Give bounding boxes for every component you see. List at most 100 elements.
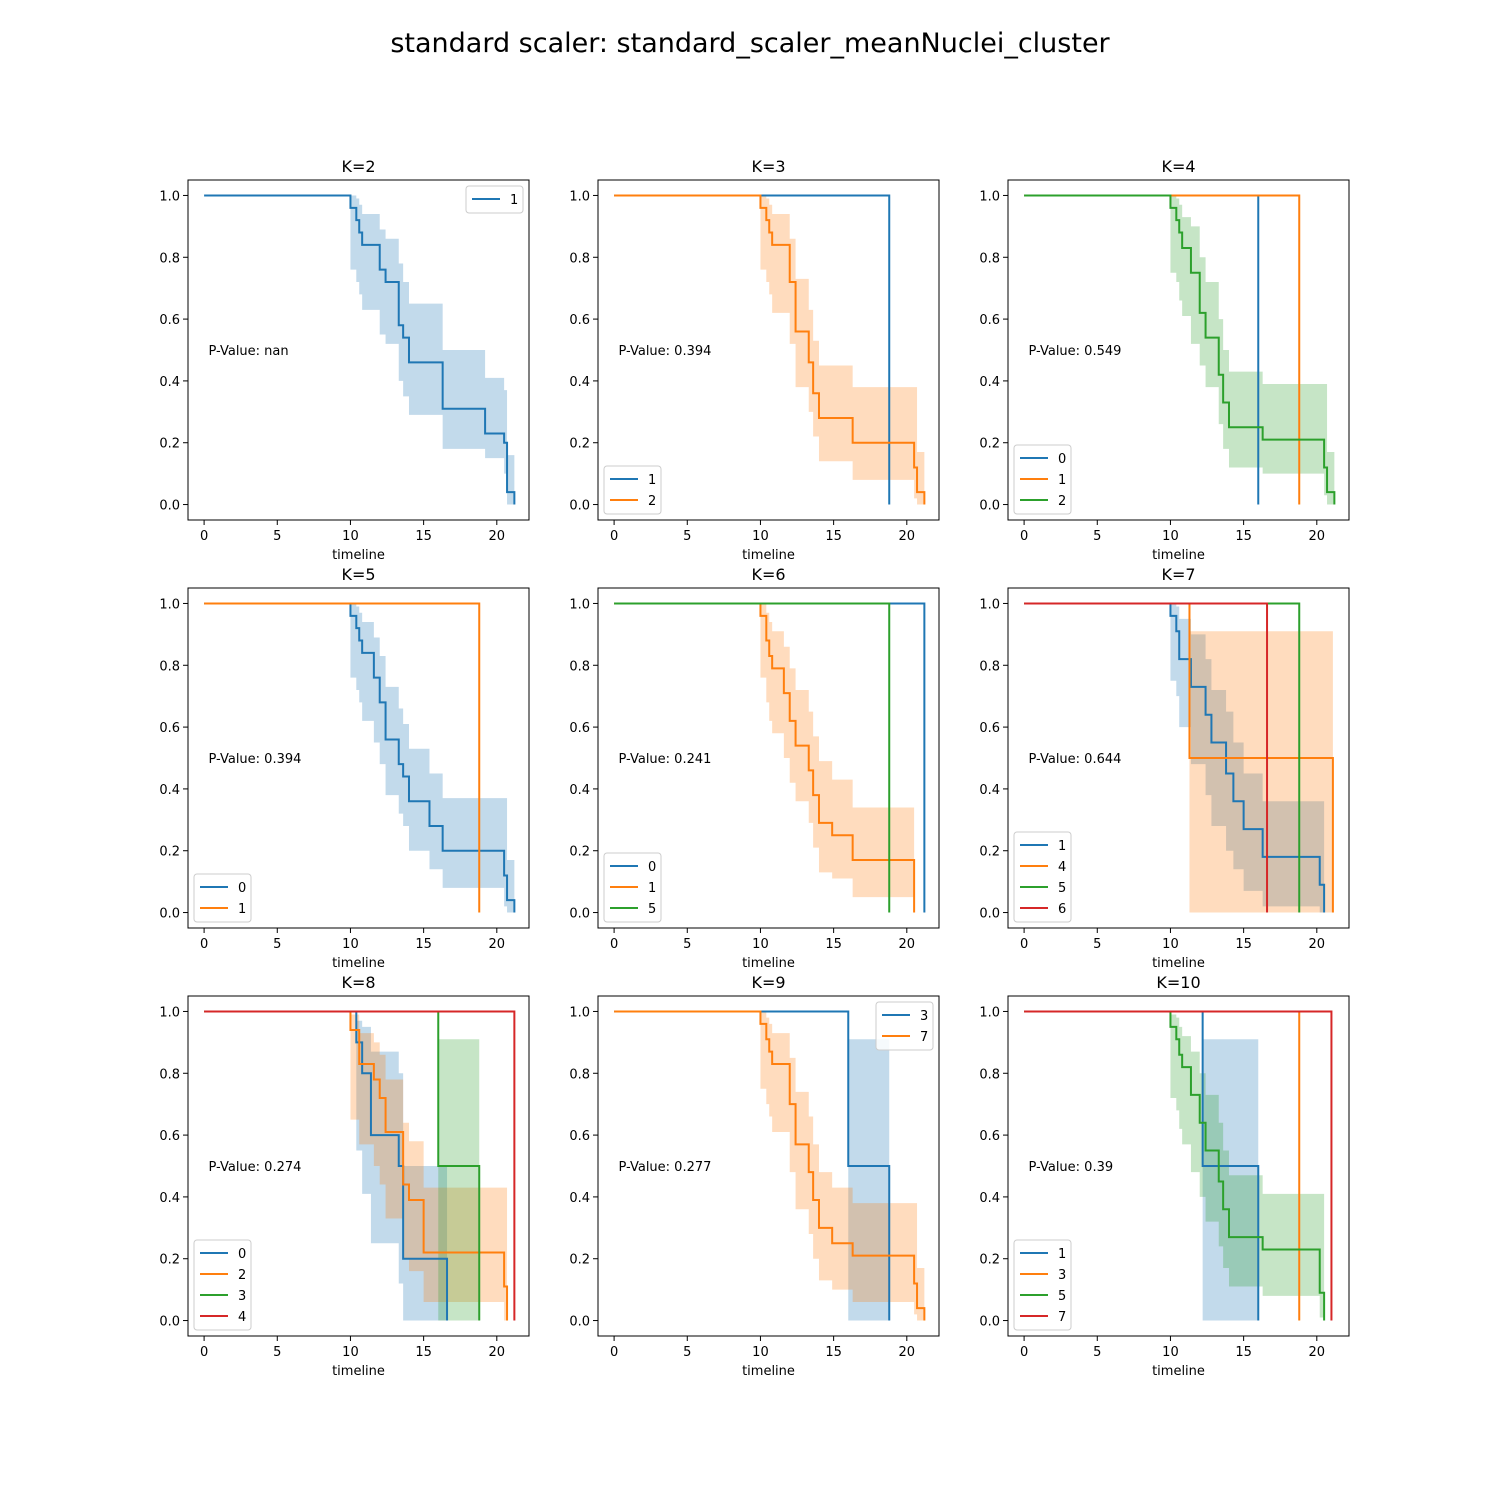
y-tick-label: 0.8 bbox=[159, 659, 180, 674]
survival-line-2 bbox=[204, 1010, 509, 1321]
x-tick-label: 0 bbox=[610, 1345, 618, 1360]
p-value-annotation: P-Value: 0.644 bbox=[1028, 752, 1121, 767]
ci-band-0 bbox=[204, 603, 515, 913]
y-tick-label: 1.0 bbox=[159, 1005, 180, 1020]
x-tick-label: 20 bbox=[1309, 1345, 1326, 1360]
x-tick-label: 20 bbox=[899, 937, 916, 952]
x-tick-label: 20 bbox=[489, 529, 506, 544]
x-tick-label: 10 bbox=[342, 1345, 359, 1360]
y-tick-label: 1.0 bbox=[979, 189, 1000, 204]
axes-frame bbox=[187, 995, 530, 1337]
plot-area bbox=[614, 1010, 926, 1321]
legend-label-5: 5 bbox=[1058, 1289, 1066, 1304]
x-tick-label: 10 bbox=[1162, 529, 1179, 544]
y-tick-label: 0.2 bbox=[159, 1253, 180, 1268]
legend: 0 1 2 bbox=[1013, 444, 1072, 515]
p-value-annotation: P-Value: 0.394 bbox=[208, 752, 301, 767]
y-tick-label: 1.0 bbox=[569, 189, 590, 204]
panel-k-2: 0 5 10 15 20 0.0 0.2 0.4 0.6 0.8 1.0 K=2 timeline P-V… bbox=[159, 157, 530, 563]
legend-label-2: 2 bbox=[648, 494, 656, 509]
legend-label-1: 1 bbox=[1058, 839, 1066, 854]
survival-line-7 bbox=[1024, 1010, 1333, 1321]
y-tick-label: 0.6 bbox=[159, 721, 180, 736]
x-tick-label: 5 bbox=[1093, 937, 1101, 952]
x-tick-label: 0 bbox=[1020, 529, 1028, 544]
x-tick-label: 20 bbox=[489, 937, 506, 952]
x-tick-label: 15 bbox=[825, 529, 842, 544]
x-tick-label: 15 bbox=[1235, 937, 1252, 952]
x-tick-label: 20 bbox=[1309, 937, 1326, 952]
p-value-annotation: P-Value: 0.549 bbox=[1028, 344, 1121, 359]
survival-line-7 bbox=[614, 1010, 926, 1321]
y-tick-label: 1.0 bbox=[569, 1005, 590, 1020]
axes-frame bbox=[187, 179, 530, 521]
panel-title: K=4 bbox=[1161, 157, 1195, 176]
x-tick-label: 15 bbox=[825, 1345, 842, 1360]
legend-label-1: 1 bbox=[1058, 473, 1066, 488]
x-tick-label: 0 bbox=[200, 529, 208, 544]
x-axis-label: timeline bbox=[1152, 956, 1205, 971]
legend-label-5: 5 bbox=[648, 902, 656, 917]
legend: 12 bbox=[603, 465, 662, 515]
y-tick-label: 1.0 bbox=[979, 597, 1000, 612]
y-tick-label: 0.8 bbox=[569, 1067, 590, 1082]
x-tick-label: 0 bbox=[1020, 1345, 1028, 1360]
legend-label-4: 4 bbox=[1058, 860, 1066, 875]
x-tick-label: 10 bbox=[342, 937, 359, 952]
ci-band-0 bbox=[204, 1011, 448, 1321]
y-tick-label: 0.6 bbox=[569, 721, 590, 736]
legend: 0 1 5 bbox=[603, 852, 662, 923]
y-tick-label: 0.8 bbox=[569, 251, 590, 266]
y-tick-label: 0.2 bbox=[979, 1253, 1000, 1268]
x-tick-label: 10 bbox=[752, 529, 769, 544]
y-tick-label: 0.8 bbox=[159, 251, 180, 266]
x-tick-label: 5 bbox=[683, 1345, 691, 1360]
x-tick-label: 15 bbox=[415, 937, 432, 952]
y-tick-label: 0.0 bbox=[159, 907, 180, 922]
survival-line-5 bbox=[614, 602, 891, 913]
legend-label-2: 2 bbox=[238, 1268, 246, 1283]
y-tick-label: 1.0 bbox=[569, 597, 590, 612]
axes-frame bbox=[187, 587, 530, 929]
x-tick-label: 20 bbox=[899, 1345, 916, 1360]
x-tick-label: 5 bbox=[273, 1345, 281, 1360]
survival-line-3 bbox=[614, 1010, 891, 1321]
panel-k-9: 0 5 10 15 20 0.0 0.2 0.4 0.6 0.8 1.0 K=9 timeline P-V… bbox=[569, 973, 940, 1379]
y-tick-label: 0.6 bbox=[569, 313, 590, 328]
y-tick-label: 0.4 bbox=[979, 1191, 1000, 1206]
y-tick-label: 0.0 bbox=[569, 499, 590, 514]
legend-label-3: 3 bbox=[1058, 1268, 1066, 1283]
panel-k-10: 0 5 10 15 200.00.20.40.60.81.0K=10timelineP-… bbox=[979, 973, 1350, 1379]
legend-label-2: 2 bbox=[1058, 494, 1066, 509]
survival-line-6 bbox=[1024, 602, 1269, 913]
y-tick-label: 0.4 bbox=[159, 1191, 180, 1206]
legend-box bbox=[193, 1239, 252, 1331]
plot-area bbox=[1024, 194, 1336, 505]
panel-title: K=8 bbox=[341, 973, 375, 992]
panel-title: K=7 bbox=[1161, 565, 1195, 584]
p-value-annotation: P-Value: 0.274 bbox=[208, 1160, 301, 1175]
y-tick-label: 0.4 bbox=[569, 1191, 590, 1206]
x-tick-label: 15 bbox=[1235, 1345, 1252, 1360]
x-tick-label: 5 bbox=[1093, 529, 1101, 544]
y-tick-label: 0.4 bbox=[979, 375, 1000, 390]
x-tick-label: 0 bbox=[200, 1345, 208, 1360]
survival-line-1 bbox=[204, 602, 481, 913]
legend-label-0: 0 bbox=[238, 1247, 246, 1262]
x-axis-label: timeline bbox=[332, 956, 385, 971]
survival-line-1 bbox=[614, 602, 916, 913]
y-tick-label: 0.0 bbox=[159, 499, 180, 514]
legend-label-0: 0 bbox=[1058, 452, 1066, 467]
legend-label-3: 3 bbox=[920, 1009, 928, 1024]
survival-line-0 bbox=[204, 1010, 449, 1321]
y-tick-label: 0.2 bbox=[159, 845, 180, 860]
x-tick-label: 20 bbox=[489, 1345, 506, 1360]
x-tick-label: 0 bbox=[610, 529, 618, 544]
ci-band-2 bbox=[614, 195, 925, 505]
legend-label-1: 1 bbox=[238, 902, 246, 917]
plot-area bbox=[1024, 1010, 1333, 1321]
y-tick-label: 0.8 bbox=[569, 659, 590, 674]
ci-band-3 bbox=[614, 1011, 890, 1321]
ci-band-1 bbox=[204, 195, 515, 505]
legend: 1 3 5 7 bbox=[1013, 1239, 1072, 1331]
